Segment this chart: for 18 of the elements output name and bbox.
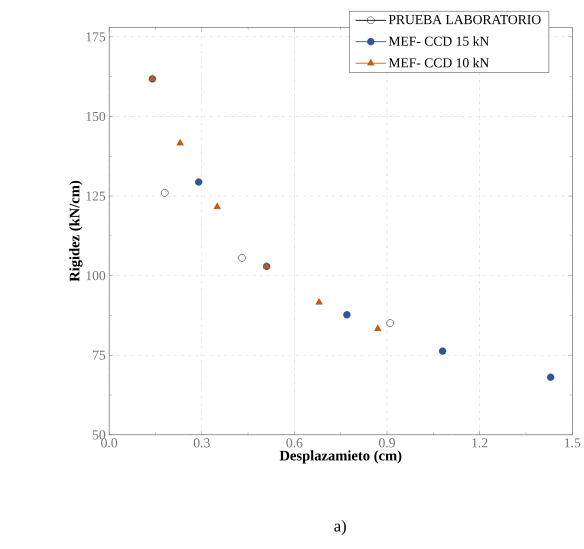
legend-label: PRUEBA LABORATORIO [388, 15, 541, 24]
y-tick-label: 100 [86, 271, 106, 280]
x-tick-label: 0.0 [101, 438, 118, 448]
x-tick-label: 1.2 [472, 438, 488, 448]
y-tick-label: 50 [92, 430, 106, 440]
legend-label: MEF- CCD 10 kN [388, 58, 489, 68]
y-tick-label: 175 [86, 32, 106, 42]
x-axis-title: Desplazamieto (cm) [280, 450, 402, 464]
x-tick-label: 0.3 [194, 438, 210, 448]
y-tick-label: 75 [93, 350, 106, 360]
y-tick-label: 150 [86, 112, 106, 122]
x-tick-label: 0.6 [286, 438, 302, 448]
legend-label: MEF- CCD 15 kN [388, 36, 489, 46]
text: a) [334, 520, 346, 535]
x-tick-label: 0.9 [379, 438, 395, 448]
x-tick-label: 1.5 [564, 438, 580, 448]
y-tick-label: 125 [86, 192, 106, 201]
y-axis-title: Rigidez (kN/cm) [69, 180, 83, 282]
